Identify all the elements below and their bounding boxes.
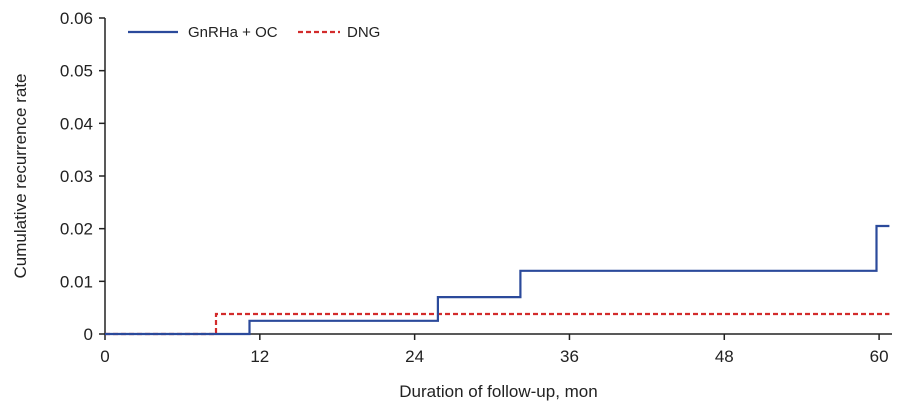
x-axis-title: Duration of follow-up, mon [399, 382, 597, 401]
y-tick-label-4: 0.04 [60, 114, 93, 133]
y-tick-label-3: 0.03 [60, 167, 93, 186]
legend-label-1: DNG [347, 24, 380, 41]
series-line-1 [105, 312, 890, 336]
legend-label-0: GnRHa + OC [188, 24, 278, 41]
x-tick-label-24: 24 [405, 347, 424, 366]
x-tick-label-12: 12 [250, 347, 269, 366]
x-tick-label-60: 60 [870, 347, 889, 366]
y-tick-label-1: 0.01 [60, 272, 93, 291]
y-tick-label-5: 0.05 [60, 62, 93, 81]
y-tick-label-0: 0 [84, 325, 93, 344]
legend: GnRHa + OC DNG [128, 24, 380, 41]
series-layer [105, 224, 890, 336]
y-axis-title: Cumulative recurrence rate [11, 73, 30, 278]
y-tick-label-2: 0.02 [60, 220, 93, 239]
y-tick-label-6: 0.06 [60, 9, 93, 28]
x-tick-label-48: 48 [715, 347, 734, 366]
x-tick-label-0: 0 [100, 347, 109, 366]
series-line-0 [105, 224, 890, 336]
x-tick-label-36: 36 [560, 347, 579, 366]
axes: 0 12 24 36 48 60 0 0.01 0.02 0.03 0.04 0.05 0.06 [60, 9, 892, 366]
